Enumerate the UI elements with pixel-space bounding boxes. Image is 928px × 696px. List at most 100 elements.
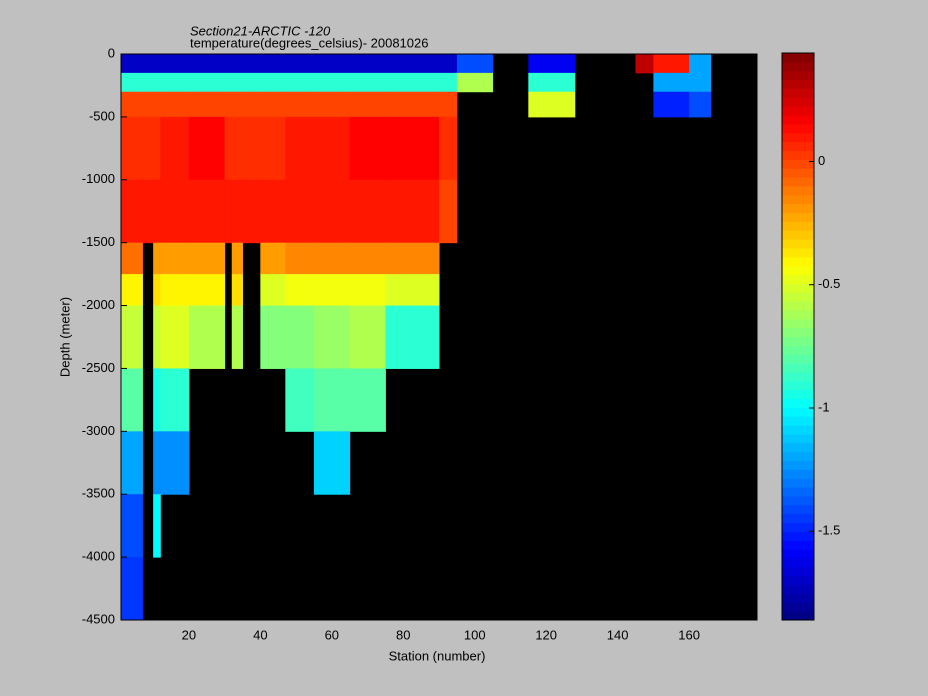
heatmap-cell	[224, 116, 233, 181]
colorbar-tick-label: -1	[818, 399, 830, 414]
heatmap-cell	[242, 54, 261, 74]
heatmap-cell	[224, 54, 233, 74]
colorbar-swatch	[782, 265, 814, 275]
y-tick-label: 0	[108, 45, 115, 60]
heatmap-cell	[188, 54, 226, 74]
heatmap-cell	[528, 91, 576, 118]
heatmap-cell	[285, 242, 315, 275]
heatmap-cell	[385, 179, 440, 244]
heatmap-cell	[439, 116, 458, 181]
heatmap-cell	[188, 72, 226, 93]
colorbar-swatch	[782, 115, 814, 125]
heatmap-cell	[153, 72, 161, 93]
heatmap-cell	[121, 305, 143, 369]
heatmap-cell	[260, 305, 286, 369]
heatmap-cell	[160, 305, 190, 369]
x-tick-label: 40	[253, 627, 267, 642]
heatmap-cell	[188, 91, 226, 118]
heatmap-cell	[121, 494, 143, 558]
heatmap-cell	[285, 91, 315, 118]
heatmap-cell	[224, 179, 233, 244]
heatmap-cell	[313, 242, 351, 275]
colorbar-swatch	[782, 442, 814, 453]
colorbar-swatch	[782, 522, 814, 532]
colorbar-swatch	[782, 203, 814, 213]
heatmap-cell	[121, 72, 143, 93]
heatmap-cell	[260, 91, 286, 118]
x-tick-label: 60	[325, 627, 339, 642]
heatmap-cell	[349, 179, 386, 244]
heatmap-cell	[689, 72, 712, 93]
heatmap-cell	[313, 116, 351, 181]
y-tick-label: -2000	[82, 297, 115, 312]
colorbar-swatch	[782, 79, 814, 89]
heatmap-cell	[285, 368, 315, 432]
heatmap-cell	[313, 91, 351, 118]
colorbar-swatch	[782, 575, 814, 586]
x-tick-label: 20	[182, 627, 196, 642]
heatmap-cell	[160, 431, 190, 495]
heatmap-cell	[385, 305, 440, 369]
colorbar-swatch	[782, 398, 814, 408]
heatmap-cell	[456, 54, 494, 74]
colorbar-swatch	[782, 256, 814, 267]
colorbar-swatch	[782, 309, 814, 320]
heatmap-cell	[349, 368, 386, 432]
colorbar-swatch	[782, 318, 814, 329]
heatmap-cell	[231, 91, 243, 118]
colorbar-swatch	[782, 221, 814, 231]
x-tick-label: 120	[535, 627, 557, 642]
heatmap-cell	[349, 72, 386, 93]
heatmap-cell	[142, 72, 154, 93]
colorbar-swatch	[782, 292, 814, 302]
heatmap-cell	[153, 494, 161, 558]
heatmap-cell	[153, 54, 161, 74]
colorbar-swatch	[782, 354, 814, 364]
heatmap-cell	[160, 54, 190, 74]
heatmap-cell	[121, 91, 143, 118]
y-tick-label: -1000	[82, 171, 115, 186]
heatmap-cell	[313, 368, 351, 432]
heatmap-cell	[188, 242, 226, 275]
heatmap-cell	[153, 179, 161, 244]
colorbar-swatch	[782, 478, 814, 488]
heatmap-cell	[121, 274, 143, 307]
colorbar-swatch	[782, 230, 814, 240]
heatmap-cell	[385, 91, 440, 118]
colorbar-swatch	[782, 61, 814, 72]
colorbar-swatch	[782, 557, 814, 568]
colorbar-swatch	[782, 194, 814, 205]
y-tick-label: -500	[89, 108, 115, 123]
heatmap-cell	[160, 368, 190, 432]
heatmap-cell	[260, 274, 286, 307]
heatmap-cell	[385, 274, 440, 307]
heatmap-cell	[153, 274, 161, 307]
heatmap-cell	[231, 242, 243, 275]
colorbar-swatch	[782, 185, 814, 196]
colorbar-swatch	[782, 531, 814, 541]
heatmap-cell	[349, 54, 386, 74]
x-axis-label: Station (number)	[389, 648, 486, 663]
colorbar-swatch	[782, 283, 814, 293]
heatmap-cell	[385, 116, 440, 181]
heatmap-cell	[439, 72, 458, 93]
colorbar-swatch	[782, 53, 814, 63]
colorbar-swatch	[782, 380, 814, 391]
colorbar-swatch	[782, 88, 814, 98]
heatmap-cell	[260, 72, 286, 93]
y-tick-label: -4500	[82, 611, 115, 626]
colorbar-swatch	[782, 177, 814, 187]
heatmap-cell	[528, 54, 576, 74]
colorbar-swatch	[782, 416, 814, 426]
colorbar-swatch	[782, 566, 814, 577]
heatmap-cell	[153, 91, 161, 118]
colorbar-swatch	[782, 371, 814, 382]
heatmap-cell	[313, 72, 351, 93]
heatmap-cell	[121, 116, 143, 181]
heatmap-cell	[160, 116, 190, 181]
heatmap-cell	[160, 72, 190, 93]
heatmap-cell	[456, 72, 494, 93]
colorbar-swatch	[782, 540, 814, 550]
heatmap-cell	[313, 179, 351, 244]
